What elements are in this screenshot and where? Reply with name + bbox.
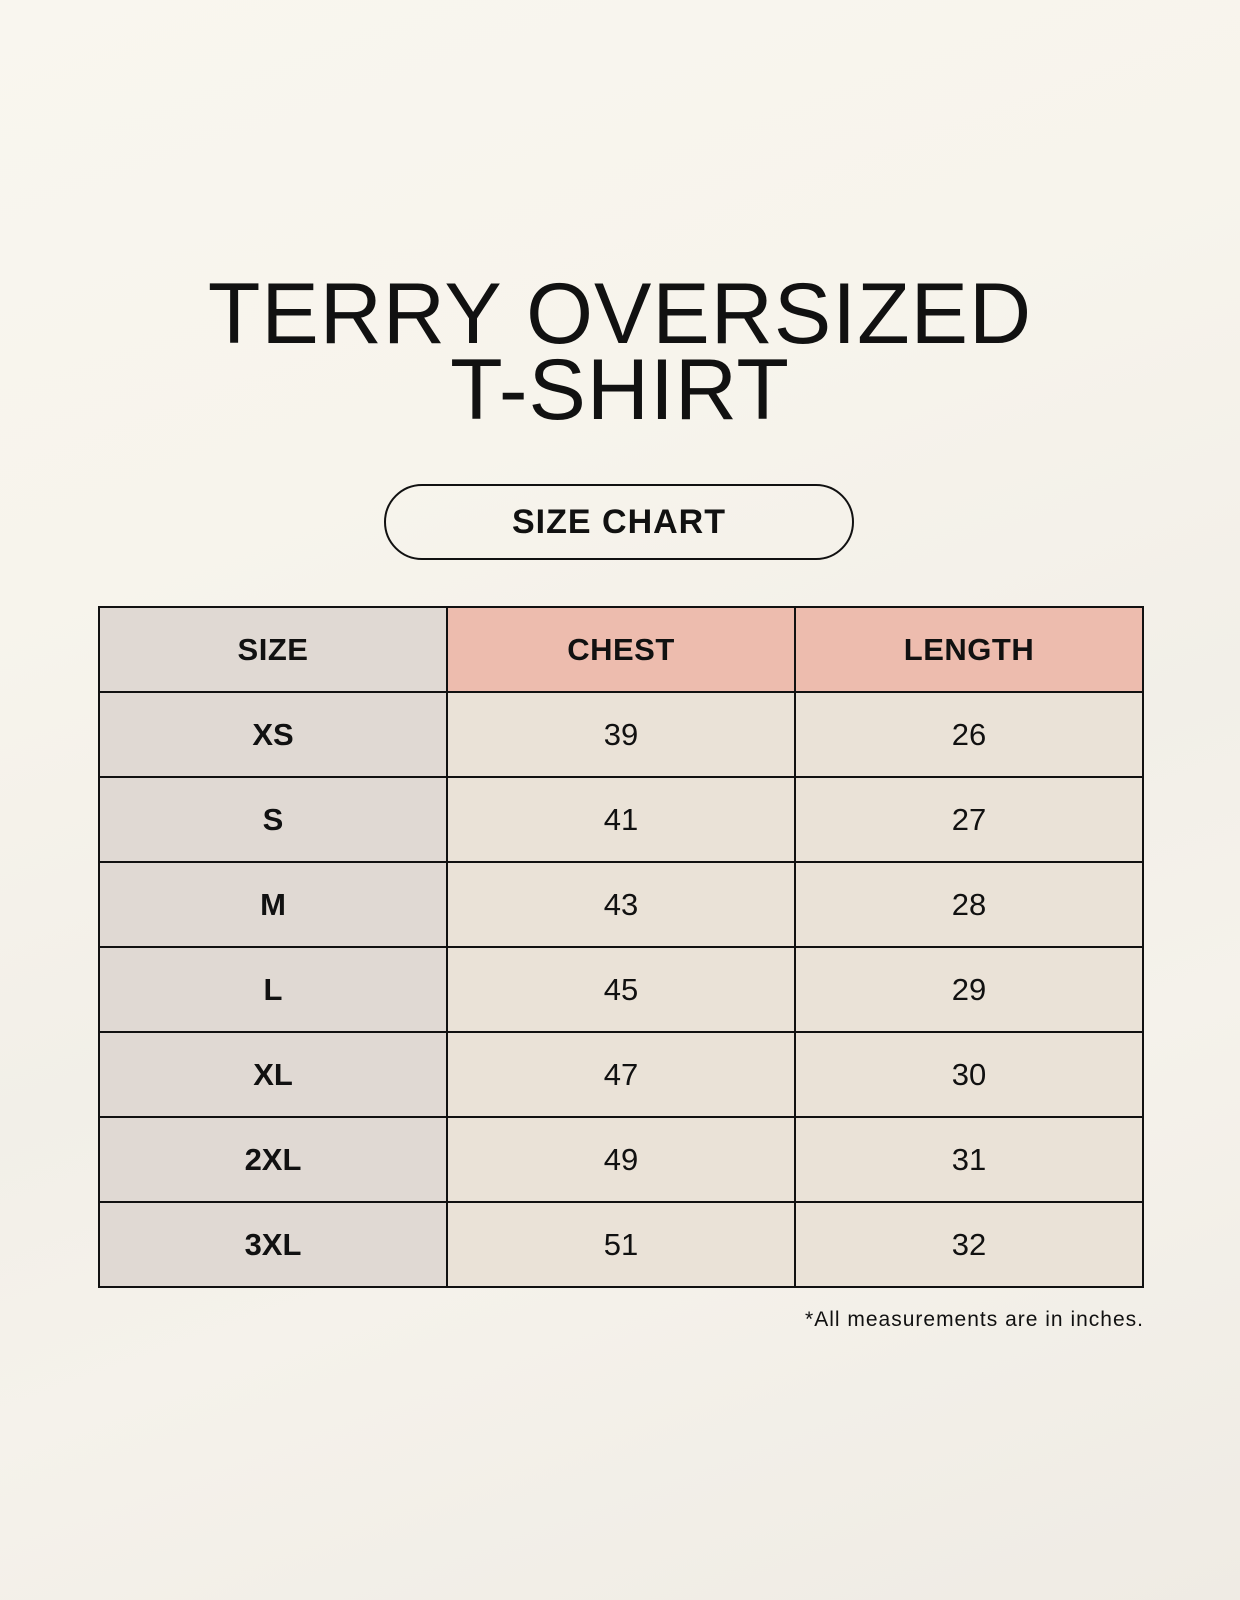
cell-length: 31 — [794, 1116, 1144, 1203]
table-row: XS 39 26 — [98, 691, 1144, 778]
cell-chest: 39 — [446, 691, 796, 778]
title-line-2: T-SHIRT — [450, 342, 790, 438]
cell-size: L — [98, 946, 448, 1033]
cell-size: 3XL — [98, 1201, 448, 1288]
cell-length: 27 — [794, 776, 1144, 863]
header-length: LENGTH — [794, 606, 1144, 693]
table-row: 2XL 49 31 — [98, 1116, 1144, 1203]
header-size: SIZE — [98, 606, 448, 693]
cell-chest: 51 — [446, 1201, 796, 1288]
table-row: 3XL 51 32 — [98, 1201, 1144, 1288]
cell-length: 29 — [794, 946, 1144, 1033]
page-title: TERRY OVERSIZED T-SHIRT — [0, 266, 1240, 438]
cell-chest: 41 — [446, 776, 796, 863]
cell-size: XL — [98, 1031, 448, 1118]
cell-chest: 49 — [446, 1116, 796, 1203]
table-row: XL 47 30 — [98, 1031, 1144, 1118]
cell-length: 26 — [794, 691, 1144, 778]
cell-length: 32 — [794, 1201, 1144, 1288]
measurement-note: *All measurements are in inches. — [805, 1308, 1144, 1331]
cell-size: 2XL — [98, 1116, 448, 1203]
cell-chest: 45 — [446, 946, 796, 1033]
header-chest: CHEST — [446, 606, 796, 693]
size-table: SIZE CHEST LENGTH XS 39 26 S 41 27 M 43 28 L 45 29 X… — [98, 606, 1144, 1288]
cell-chest: 47 — [446, 1031, 796, 1118]
cell-length: 28 — [794, 861, 1144, 948]
title-line-1: TERRY OVERSIZED — [207, 266, 1033, 362]
cell-length: 30 — [794, 1031, 1144, 1118]
cell-size: S — [98, 776, 448, 863]
cell-size: XS — [98, 691, 448, 778]
cell-chest: 43 — [446, 861, 796, 948]
table-row: M 43 28 — [98, 861, 1144, 948]
cell-size: M — [98, 861, 448, 948]
table-header-row: SIZE CHEST LENGTH — [98, 606, 1144, 693]
table-row: L 45 29 — [98, 946, 1144, 1033]
size-chart-badge: SIZE CHART — [384, 484, 854, 560]
table-row: S 41 27 — [98, 776, 1144, 863]
